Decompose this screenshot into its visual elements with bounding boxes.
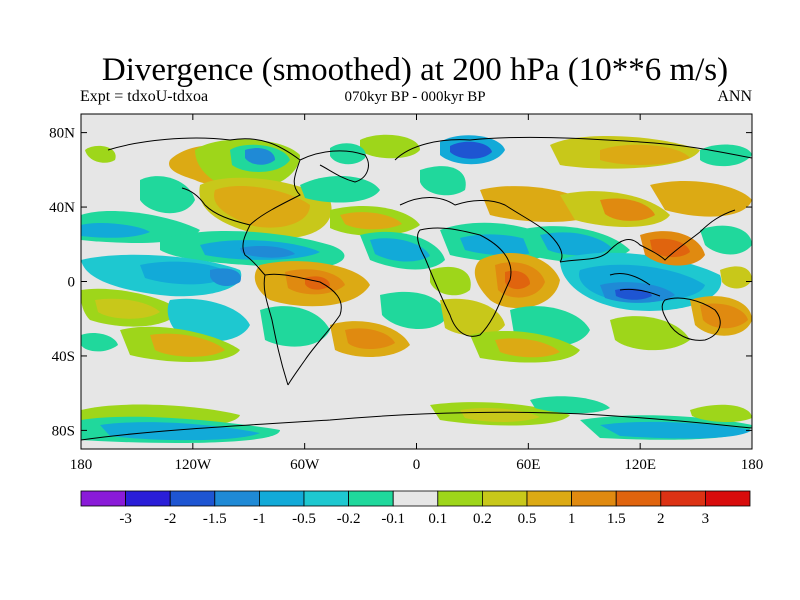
- colorbar-label: -2: [164, 511, 177, 527]
- colorbar-label: -0.2: [337, 511, 361, 527]
- colorbar-swatch: [660, 490, 706, 507]
- y-tick-label: 40N: [49, 200, 75, 216]
- season-label: ANN: [717, 88, 752, 105]
- colorbar-label: 3: [702, 511, 710, 527]
- colorbar-label: -1.5: [203, 511, 227, 527]
- colorbar-swatch: [526, 490, 572, 507]
- colorbar: -3 -2 -1.5 -1 -0.5 -0.2 -0.1 0.1 0.2 0.5 1 1.5 2 3: [80, 490, 751, 527]
- colorbar-swatch: [125, 490, 171, 507]
- x-tick-label: 120E: [624, 457, 656, 473]
- y-axis-labels: 80N 40N 0 40S 80S: [49, 126, 75, 440]
- colorbar-label: -3: [119, 511, 132, 527]
- colorbar-swatch: [80, 490, 126, 507]
- y-tick-label: 0: [68, 275, 76, 291]
- figure-title: Divergence (smoothed) at 200 hPa (10**6 …: [101, 52, 729, 88]
- divergence-field: [81, 134, 752, 443]
- colorbar-swatch: [437, 490, 483, 507]
- coastlines: [81, 136, 752, 441]
- x-tick-label: 60E: [516, 457, 540, 473]
- colorbar-swatch: [258, 490, 305, 507]
- colorbar-swatch: [392, 490, 439, 507]
- period-label: 070kyr BP - 000kyr BP: [344, 89, 486, 105]
- colorbar-swatch: [348, 490, 394, 507]
- x-tick-label: 0: [413, 457, 421, 473]
- colorbar-swatch: [571, 490, 617, 507]
- x-tick-label: 180: [741, 457, 764, 473]
- colorbar-label: -0.1: [381, 511, 405, 527]
- colorbar-label: 1.5: [607, 511, 626, 527]
- colorbar-swatch: [481, 490, 528, 507]
- y-tick-label: 80S: [52, 423, 75, 439]
- colorbar-swatch: [615, 490, 662, 507]
- colorbar-label: 0.2: [473, 511, 492, 527]
- colorbar-swatch: [303, 490, 349, 507]
- y-tick-label: 40S: [52, 349, 75, 365]
- colorbar-label: 0.5: [518, 511, 537, 527]
- axis-ticks: [80, 114, 753, 449]
- colorbar-label: 1: [568, 511, 576, 527]
- colorbar-label: -0.5: [292, 511, 316, 527]
- colorbar-label: 2: [657, 511, 665, 527]
- y-tick-label: 80N: [49, 126, 75, 142]
- x-tick-label: 180: [70, 457, 93, 473]
- colorbar-label: -1: [253, 511, 266, 527]
- experiment-label: Expt = tdxoU-tdxoa: [80, 88, 209, 105]
- x-tick-label: 120W: [174, 457, 212, 473]
- x-axis-labels: 180 120W 60W 0 60E 120E 180: [70, 457, 764, 473]
- colorbar-swatch: [214, 490, 260, 507]
- x-tick-label: 60W: [290, 457, 320, 473]
- colorbar-swatch: [705, 490, 751, 507]
- colorbar-label: 0.1: [428, 511, 447, 527]
- colorbar-swatch: [169, 490, 216, 507]
